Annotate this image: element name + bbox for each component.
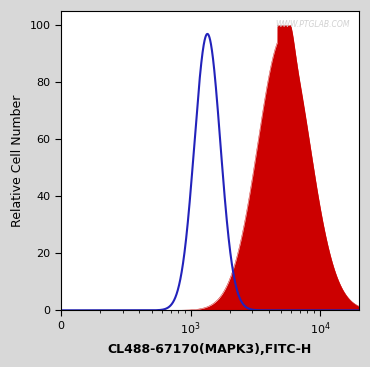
Text: WWW.PTGLAB.COM: WWW.PTGLAB.COM: [275, 20, 350, 29]
X-axis label: CL488-67170(MAPK3),FITC-H: CL488-67170(MAPK3),FITC-H: [108, 343, 312, 356]
Y-axis label: Relative Cell Number: Relative Cell Number: [11, 95, 24, 227]
